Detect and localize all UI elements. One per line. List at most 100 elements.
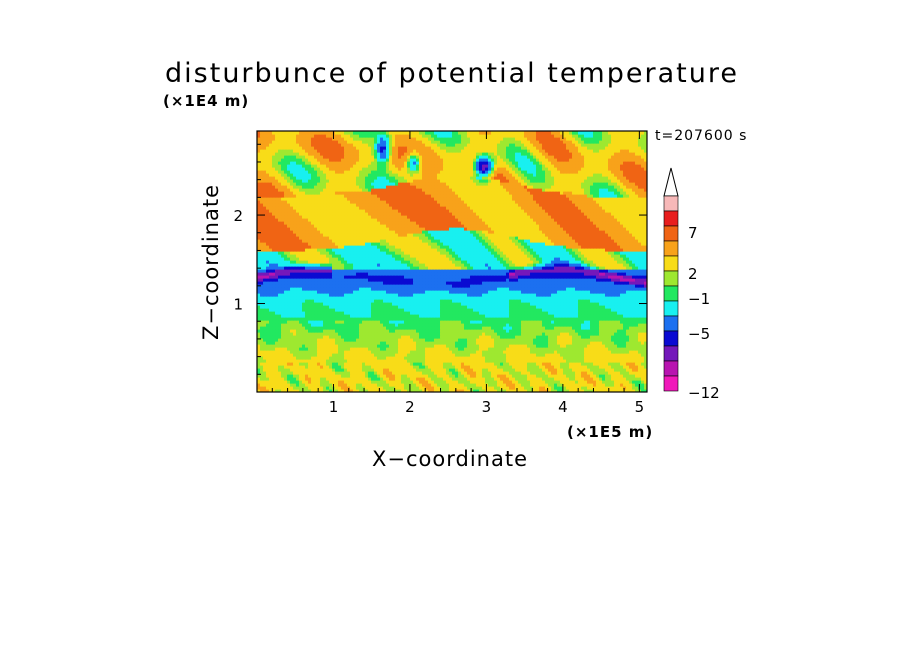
heatmap-cell bbox=[314, 317, 318, 321]
heatmap-cell bbox=[455, 293, 459, 297]
heatmap-cell bbox=[260, 341, 264, 345]
heatmap-cell bbox=[611, 320, 615, 324]
heatmap-cell bbox=[425, 302, 429, 306]
heatmap-cell bbox=[410, 377, 414, 381]
heatmap-cell bbox=[437, 290, 441, 294]
heatmap-cell bbox=[350, 320, 354, 324]
heatmap-cell bbox=[587, 344, 591, 348]
heatmap-cell bbox=[476, 335, 480, 339]
heatmap-cell bbox=[575, 338, 579, 342]
heatmap-cell bbox=[281, 371, 285, 375]
heatmap-cell bbox=[305, 344, 309, 348]
heatmap-cell bbox=[617, 365, 621, 369]
heatmap-cell bbox=[350, 302, 354, 306]
heatmap-cell bbox=[329, 278, 333, 282]
heatmap-cell bbox=[323, 320, 327, 324]
heatmap-cell bbox=[377, 275, 381, 279]
heatmap-cell bbox=[392, 377, 396, 381]
heatmap-cell bbox=[269, 344, 273, 348]
heatmap-cell bbox=[380, 350, 384, 354]
heatmap-cell bbox=[614, 323, 618, 327]
heatmap-cell bbox=[560, 308, 564, 312]
heatmap-cell bbox=[620, 347, 624, 351]
heatmap-cell bbox=[308, 362, 312, 366]
heatmap-cell bbox=[578, 374, 582, 378]
heatmap-cell bbox=[365, 290, 369, 294]
heatmap-cell bbox=[317, 344, 321, 348]
heatmap-cell bbox=[383, 284, 387, 288]
heatmap-cell bbox=[410, 278, 414, 282]
heatmap-cell bbox=[509, 368, 513, 372]
heatmap-cell bbox=[317, 353, 321, 357]
heatmap-cell bbox=[320, 347, 324, 351]
heatmap-cell bbox=[635, 311, 639, 315]
heatmap-cell bbox=[584, 344, 588, 348]
heatmap-cell bbox=[626, 359, 630, 363]
heatmap-cell bbox=[275, 353, 279, 357]
heatmap-cell bbox=[554, 317, 558, 321]
heatmap-cell bbox=[476, 371, 480, 375]
heatmap-cell bbox=[587, 341, 591, 345]
heatmap-cell bbox=[386, 362, 390, 366]
heatmap-cell bbox=[446, 347, 450, 351]
heatmap-cell bbox=[491, 362, 495, 366]
heatmap-cell bbox=[392, 311, 396, 315]
y-axis-unit: (×1E4 m) bbox=[163, 92, 250, 110]
heatmap-cell bbox=[551, 305, 555, 309]
heatmap-cell bbox=[449, 302, 453, 306]
heatmap-cell bbox=[530, 308, 534, 312]
heatmap-cell bbox=[401, 365, 405, 369]
heatmap-cell bbox=[335, 350, 339, 354]
heatmap-cell bbox=[461, 281, 465, 285]
heatmap-cell bbox=[269, 314, 273, 318]
heatmap-cell bbox=[401, 344, 405, 348]
heatmap-cell bbox=[293, 383, 297, 387]
heatmap-cell bbox=[599, 320, 603, 324]
heatmap-cell bbox=[533, 335, 537, 339]
heatmap-cell bbox=[260, 380, 264, 384]
heatmap-cell bbox=[347, 329, 351, 333]
heatmap-cell bbox=[539, 332, 543, 336]
heatmap-cell bbox=[512, 311, 516, 315]
heatmap-cell bbox=[623, 284, 627, 288]
heatmap-cell bbox=[290, 326, 294, 330]
heatmap-cell bbox=[617, 359, 621, 363]
heatmap-cell bbox=[386, 335, 390, 339]
heatmap-cell bbox=[395, 353, 399, 357]
heatmap-cell bbox=[260, 347, 264, 351]
heatmap-cell bbox=[377, 278, 381, 282]
heatmap-cell bbox=[317, 368, 321, 372]
heatmap-cell bbox=[605, 287, 609, 291]
heatmap-cell bbox=[443, 365, 447, 369]
heatmap-cell bbox=[590, 344, 594, 348]
heatmap-cell bbox=[467, 359, 471, 363]
heatmap-cell bbox=[539, 320, 543, 324]
heatmap-cell bbox=[482, 311, 486, 315]
heatmap-cell bbox=[314, 383, 318, 387]
heatmap-cell bbox=[458, 287, 462, 291]
heatmap-cell bbox=[404, 311, 408, 315]
heatmap-cell bbox=[521, 344, 525, 348]
heatmap-cell bbox=[500, 365, 504, 369]
heatmap-cell bbox=[395, 383, 399, 387]
heatmap-cell bbox=[413, 332, 417, 336]
heatmap-cell bbox=[428, 341, 432, 345]
heatmap-cell bbox=[581, 326, 585, 330]
heatmap-cell bbox=[587, 305, 591, 309]
heatmap-cell bbox=[554, 284, 558, 288]
heatmap-cell bbox=[527, 377, 531, 381]
heatmap-cell bbox=[617, 362, 621, 366]
heatmap-cell bbox=[476, 323, 480, 327]
heatmap-cell bbox=[359, 338, 363, 342]
heatmap-cell bbox=[392, 389, 396, 392]
heatmap-cell bbox=[518, 287, 522, 291]
heatmap-cell bbox=[644, 296, 647, 300]
heatmap-cell bbox=[410, 347, 414, 351]
heatmap-cell bbox=[353, 278, 357, 282]
heatmap-cell bbox=[569, 383, 573, 387]
heatmap-cell bbox=[362, 281, 366, 285]
heatmap-cell bbox=[356, 281, 360, 285]
heatmap-cell bbox=[515, 296, 519, 300]
heatmap-cell bbox=[413, 311, 417, 315]
heatmap-cell bbox=[272, 329, 276, 333]
